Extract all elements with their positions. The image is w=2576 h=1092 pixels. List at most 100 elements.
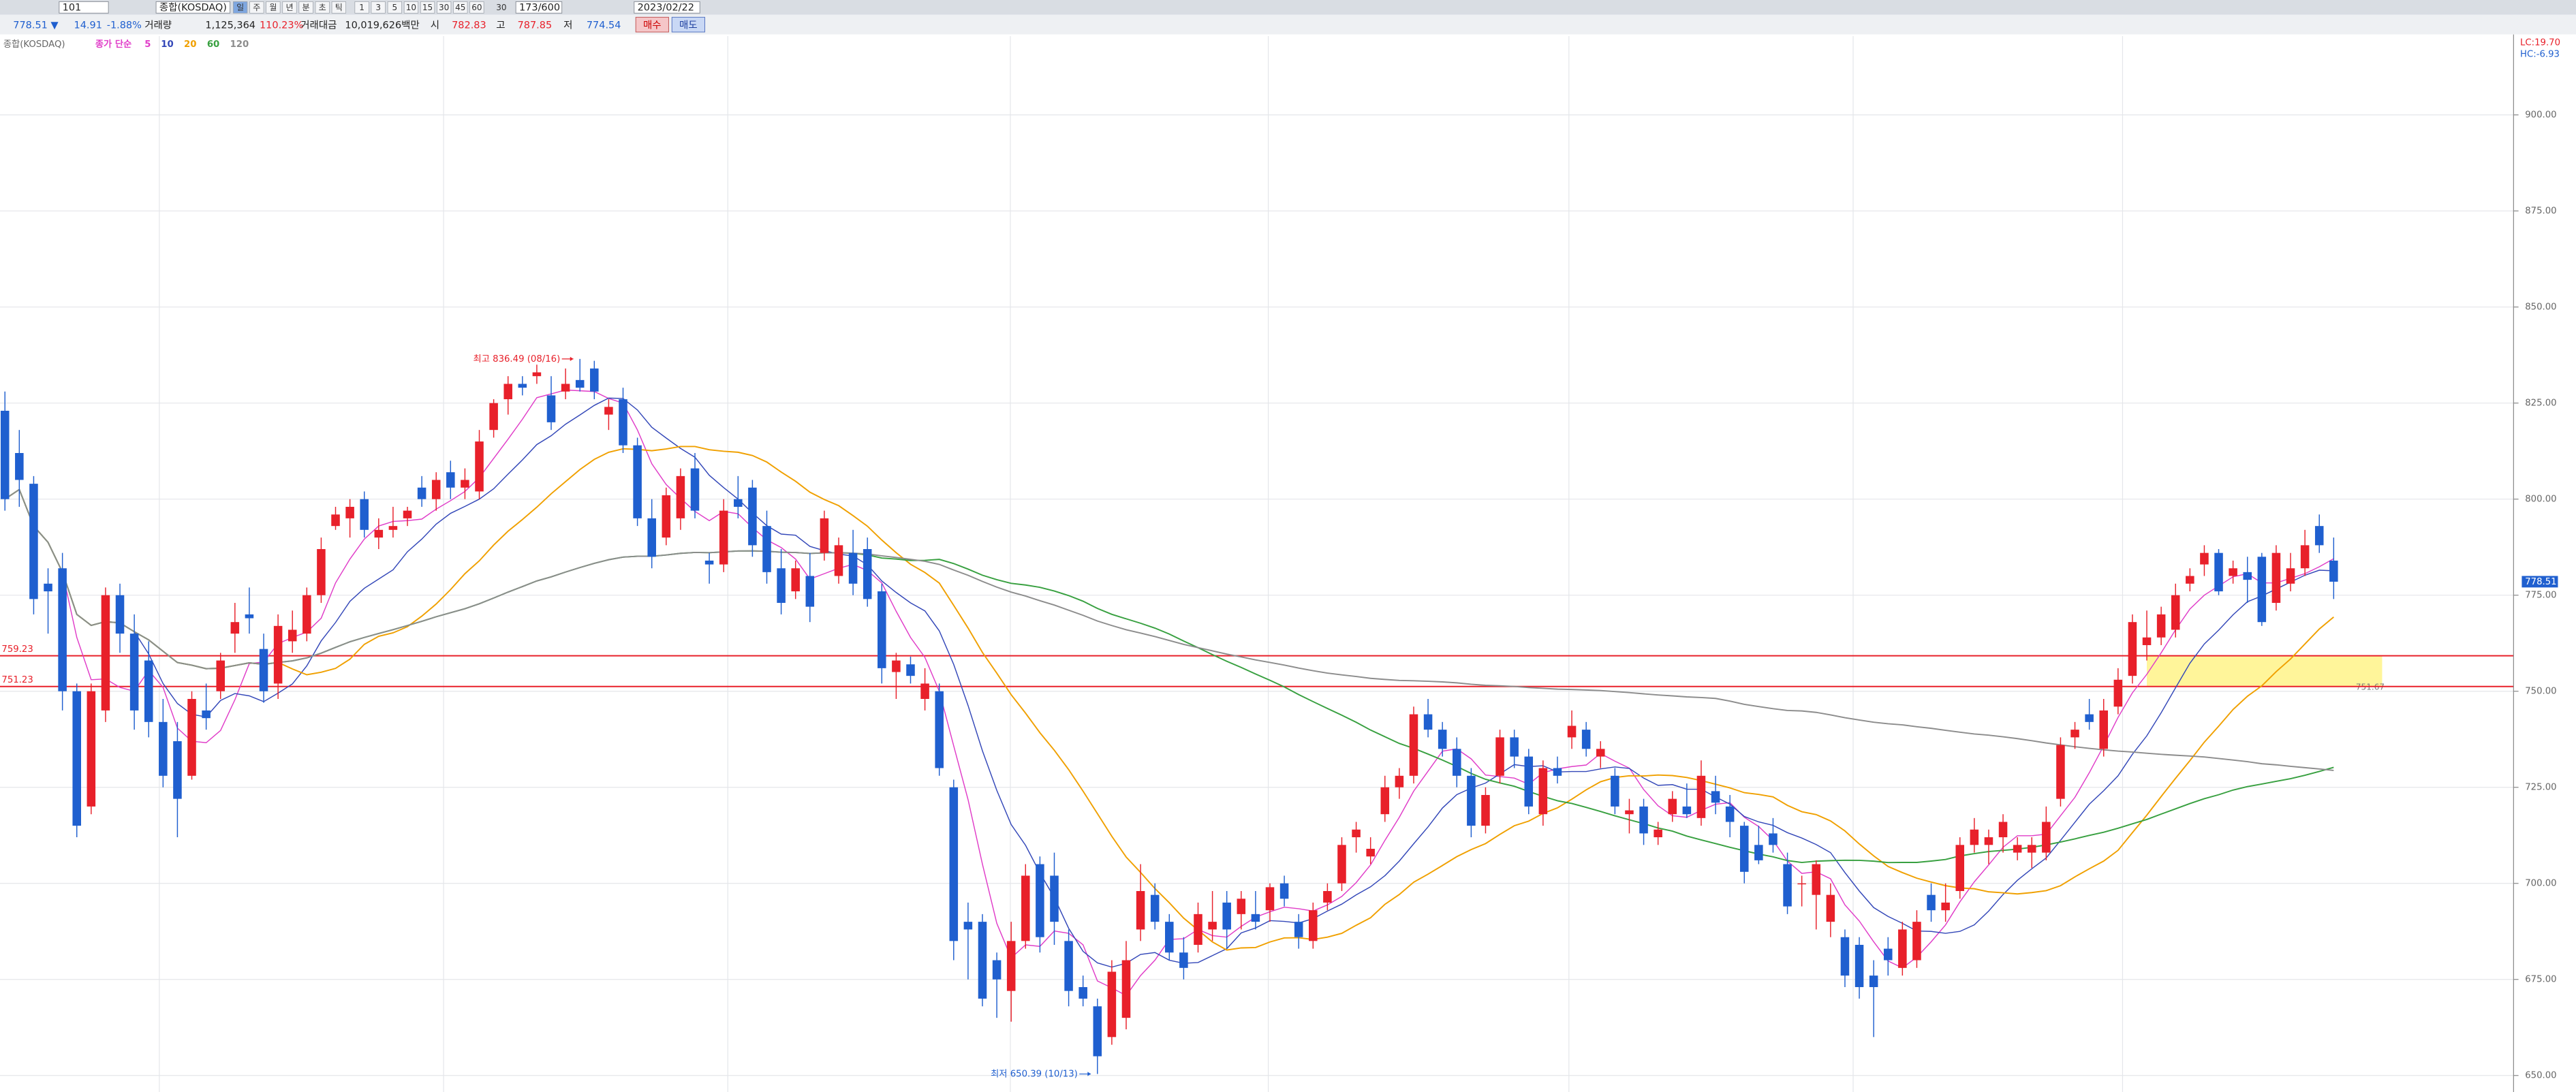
buy-button[interactable] <box>635 16 669 33</box>
candle-body <box>1855 944 1864 988</box>
annotation-arrowhead <box>1087 1072 1091 1076</box>
legend-market: 종합(KOSDAQ) <box>3 39 65 50</box>
period-button[interactable] <box>331 1 346 14</box>
period-button[interactable] <box>233 1 248 14</box>
period-button[interactable] <box>420 1 435 14</box>
period-button[interactable] <box>387 1 402 14</box>
period-button[interactable] <box>315 1 330 14</box>
candle-body <box>2271 552 2281 603</box>
date-box[interactable] <box>634 1 700 14</box>
period-label: 1 <box>359 3 364 12</box>
candle-body <box>1812 864 1821 895</box>
period-button[interactable] <box>371 1 386 14</box>
candle-body <box>1998 822 2008 838</box>
period-label: 분 <box>302 3 310 12</box>
period-label: 10 <box>406 3 416 12</box>
y-tick-label: 800.00 <box>2525 495 2556 505</box>
candle-body <box>417 487 426 499</box>
candle-body <box>1337 845 1346 884</box>
candle-body <box>2186 576 2194 584</box>
candle-body <box>2300 545 2310 569</box>
candle-body <box>1194 914 1202 945</box>
candle-body <box>1654 829 1662 838</box>
candle-body <box>1265 887 1275 911</box>
annotation: 최저 650.39 (10/13) <box>991 1069 1078 1080</box>
candle-body <box>44 583 52 592</box>
candle-body <box>734 499 743 507</box>
candle-body <box>676 475 685 518</box>
count: 173/600 <box>519 2 560 13</box>
candle-body <box>403 510 412 518</box>
open-label: 시 <box>431 20 439 31</box>
level-label: 759.23 <box>1 644 33 655</box>
period-button[interactable] <box>354 1 369 14</box>
candle-body <box>604 407 613 415</box>
candle-body <box>963 922 973 930</box>
candle-body <box>273 625 283 684</box>
candle-body <box>245 614 254 619</box>
amount: 10,019,626백만 <box>345 19 419 31</box>
price: 778.51 ▼ <box>13 20 59 31</box>
period-button[interactable] <box>249 1 264 14</box>
candle-body <box>317 549 326 595</box>
candle-body <box>1739 826 1749 872</box>
moving-average <box>4 488 2334 771</box>
candle-body <box>1121 960 1131 1018</box>
candle-body <box>1898 929 1907 968</box>
candle-body <box>2113 679 2123 707</box>
candle-body <box>906 664 915 676</box>
candle-body <box>1380 787 1390 815</box>
candle-body <box>1309 910 1318 941</box>
code-input[interactable] <box>59 1 109 14</box>
period-button[interactable] <box>266 1 281 14</box>
candle-body <box>2042 822 2051 853</box>
period-button[interactable] <box>298 1 313 14</box>
candle-body <box>1107 971 1117 1038</box>
candle-body <box>892 660 901 672</box>
candle-body <box>690 468 700 511</box>
annotation-arrowhead <box>570 356 574 362</box>
sell-button[interactable] <box>671 16 705 33</box>
buy: 매수 <box>643 19 662 31</box>
candle-body <box>2027 845 2036 853</box>
y-tick-label: 750.00 <box>2525 687 2556 697</box>
period-button[interactable] <box>469 1 484 14</box>
zone <box>2147 655 2383 687</box>
candle-body <box>1006 941 1016 991</box>
candle-body <box>1352 829 1361 838</box>
candle-body <box>173 741 182 799</box>
count-box[interactable] <box>515 1 563 14</box>
candle-body <box>1222 902 1231 930</box>
market-box[interactable] <box>155 1 231 14</box>
period-label: 5 <box>392 3 397 12</box>
candle-body <box>1036 864 1044 937</box>
candle-body <box>518 384 527 388</box>
candle-body <box>2056 745 2065 799</box>
period-button[interactable] <box>437 1 452 14</box>
candle-body <box>1754 845 1763 860</box>
candle-body <box>72 691 82 826</box>
candle-body <box>1769 833 1778 845</box>
candle-body <box>1869 976 1878 988</box>
date: 2023/02/22 <box>638 2 694 13</box>
corner-bottom: HC:-6.93 <box>2520 50 2560 60</box>
candle-body <box>1912 922 1921 961</box>
period-button[interactable] <box>282 1 297 14</box>
candle-body <box>1596 749 1605 757</box>
candle-body <box>704 560 714 565</box>
y-tick-label: 900.00 <box>2525 110 2556 121</box>
candle-body <box>805 576 815 607</box>
candle-body <box>820 518 829 553</box>
period-button[interactable] <box>453 1 468 14</box>
candle-body <box>878 591 886 668</box>
y-tick-label: 675.00 <box>2525 975 2556 985</box>
candle-body <box>1553 768 1562 776</box>
period-button[interactable] <box>403 1 419 14</box>
candle-body <box>2314 526 2324 546</box>
legend-item: 60 <box>207 40 219 50</box>
candle-body <box>0 410 10 499</box>
candle-body <box>834 545 843 576</box>
candle-body <box>129 634 139 711</box>
candle-body <box>1179 952 1188 968</box>
